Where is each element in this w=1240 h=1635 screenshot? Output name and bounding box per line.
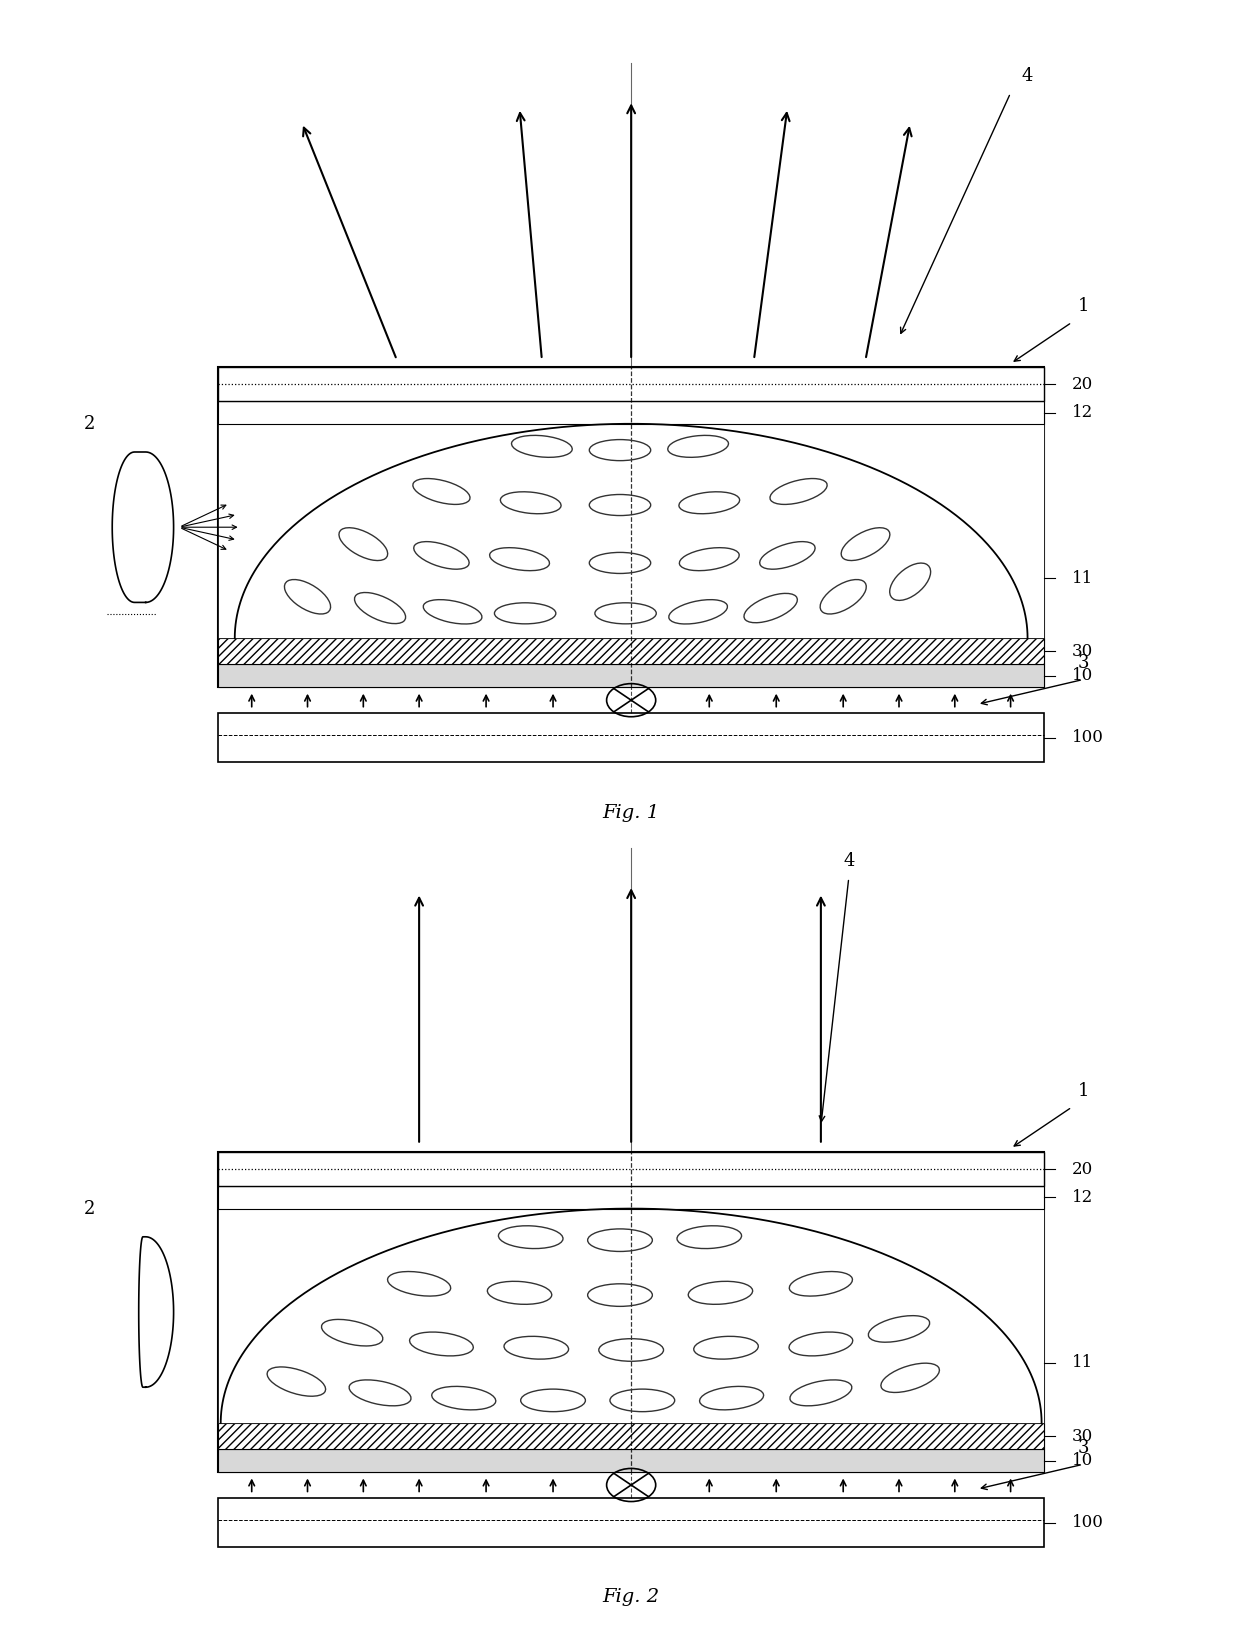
Text: 4: 4 xyxy=(843,852,854,870)
Text: 2: 2 xyxy=(84,1200,95,1218)
Text: 3: 3 xyxy=(1078,1439,1089,1457)
Text: 20: 20 xyxy=(1071,376,1094,392)
Bar xyxy=(218,638,1044,664)
Text: 12: 12 xyxy=(1071,404,1094,420)
Bar xyxy=(218,368,1044,687)
Bar xyxy=(218,1185,1044,1208)
Text: 12: 12 xyxy=(1071,1189,1094,1205)
Text: 100: 100 xyxy=(1071,729,1104,746)
Text: 2: 2 xyxy=(84,415,95,433)
Bar xyxy=(218,1498,1044,1547)
Text: 10: 10 xyxy=(1071,667,1094,683)
Text: Fig. 2: Fig. 2 xyxy=(603,1589,660,1607)
Bar xyxy=(218,423,1044,638)
Bar xyxy=(218,713,1044,762)
Bar xyxy=(218,401,1044,423)
Text: 1: 1 xyxy=(1078,296,1089,314)
Bar xyxy=(218,664,1044,687)
Bar xyxy=(218,1449,1044,1472)
Bar xyxy=(218,1422,1044,1449)
Bar xyxy=(218,1153,1044,1185)
Text: 3: 3 xyxy=(1078,654,1089,672)
Bar xyxy=(218,368,1044,401)
Bar xyxy=(218,1153,1044,1472)
Text: 11: 11 xyxy=(1071,1354,1094,1372)
Text: 11: 11 xyxy=(1071,569,1094,587)
Text: Fig. 1: Fig. 1 xyxy=(603,803,660,822)
Text: 30: 30 xyxy=(1071,1427,1094,1445)
Text: 4: 4 xyxy=(1022,67,1033,85)
Text: 100: 100 xyxy=(1071,1514,1104,1530)
Text: 1: 1 xyxy=(1078,1081,1089,1099)
Text: 20: 20 xyxy=(1071,1161,1094,1177)
Text: 10: 10 xyxy=(1071,1452,1094,1468)
Text: 30: 30 xyxy=(1071,643,1094,661)
Bar xyxy=(218,1208,1044,1422)
